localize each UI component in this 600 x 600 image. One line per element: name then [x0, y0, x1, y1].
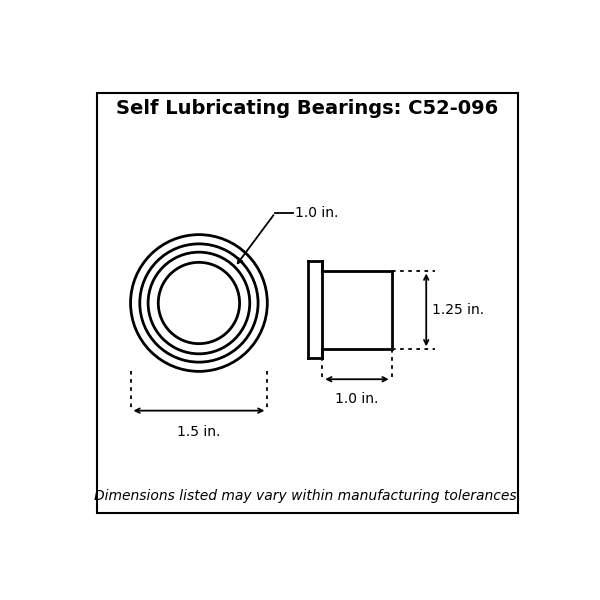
Text: Dimensions listed may vary within manufacturing tolerances.: Dimensions listed may vary within manufa… — [94, 489, 521, 503]
Text: 1.0 in.: 1.0 in. — [295, 206, 338, 220]
Text: 1.5 in.: 1.5 in. — [177, 425, 221, 439]
Text: 1.25 in.: 1.25 in. — [432, 303, 484, 317]
Text: 1.0 in.: 1.0 in. — [335, 392, 379, 406]
Text: Self Lubricating Bearings: C52-096: Self Lubricating Bearings: C52-096 — [116, 100, 499, 118]
